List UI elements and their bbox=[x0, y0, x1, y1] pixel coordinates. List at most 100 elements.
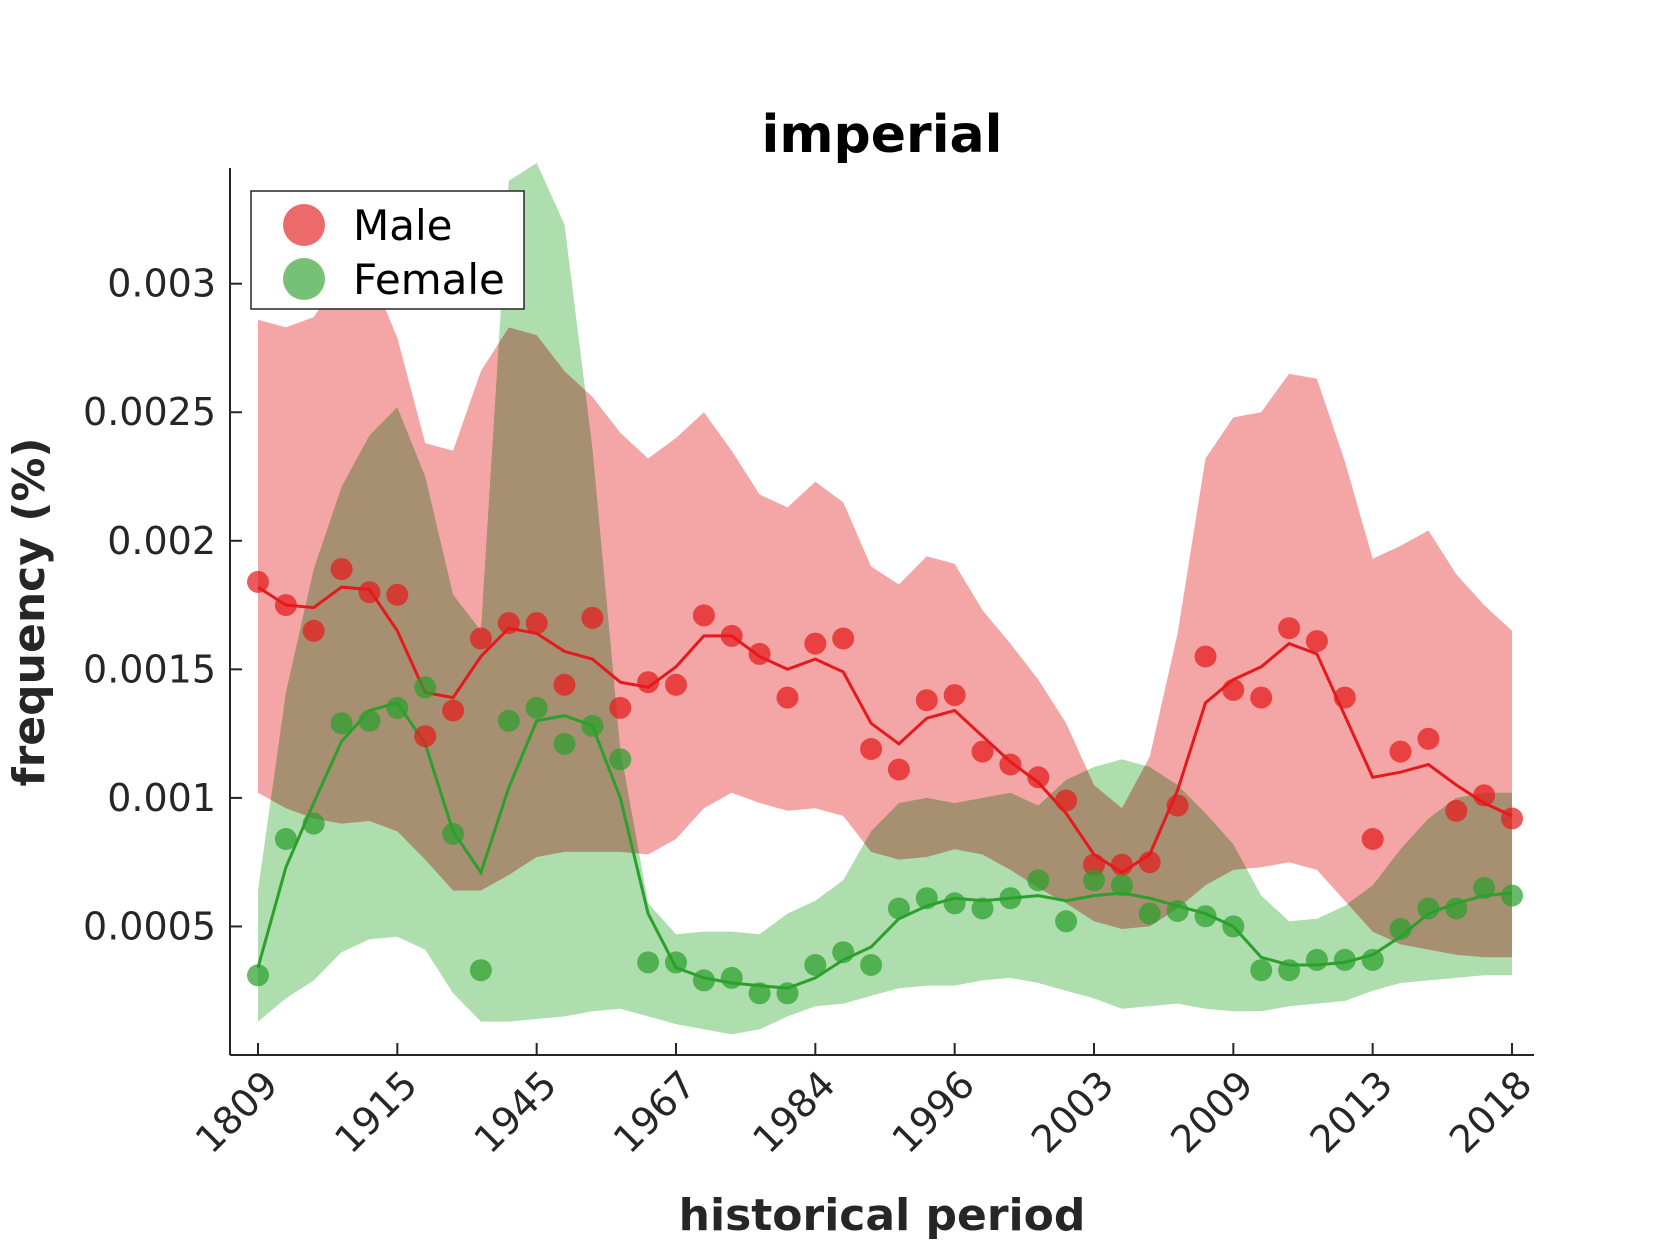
female-point bbox=[637, 951, 660, 974]
male-point bbox=[1333, 686, 1356, 709]
female-point bbox=[832, 941, 855, 964]
male-point bbox=[330, 558, 353, 581]
female-point bbox=[1250, 959, 1273, 982]
male-point bbox=[720, 624, 743, 647]
female-point bbox=[1110, 874, 1133, 897]
male-point bbox=[1417, 727, 1440, 750]
male-point bbox=[692, 604, 715, 627]
legend-label-female: Female bbox=[353, 255, 505, 304]
male-point bbox=[414, 725, 437, 748]
female-point bbox=[1417, 897, 1440, 920]
male-point bbox=[1501, 807, 1523, 830]
legend-label-male: Male bbox=[353, 201, 452, 250]
x-tick-label: 1915 bbox=[326, 1062, 426, 1162]
female-point bbox=[915, 887, 938, 910]
female-point bbox=[1333, 948, 1356, 971]
male-point bbox=[1194, 645, 1217, 668]
female-point bbox=[1027, 869, 1050, 892]
female-point bbox=[692, 969, 715, 992]
female-point bbox=[776, 982, 799, 1005]
x-tick-label: 1984 bbox=[744, 1062, 844, 1162]
female-point bbox=[525, 696, 548, 719]
female-point bbox=[1501, 884, 1523, 907]
female-point bbox=[748, 982, 771, 1005]
x-axis-label: historical period bbox=[679, 1190, 1086, 1241]
male-point bbox=[1138, 851, 1161, 874]
female-point bbox=[665, 951, 687, 974]
y-tick-label: 0.0005 bbox=[83, 904, 216, 948]
female-point bbox=[1361, 948, 1384, 971]
y-tick-label: 0.0025 bbox=[83, 390, 216, 434]
male-point bbox=[915, 689, 938, 712]
male-point bbox=[971, 740, 994, 763]
male-point bbox=[887, 758, 910, 781]
female-point bbox=[860, 954, 883, 976]
female-point bbox=[442, 822, 465, 845]
male-point bbox=[609, 696, 632, 719]
female-point bbox=[1166, 900, 1189, 922]
male-point bbox=[832, 627, 855, 650]
male-point bbox=[581, 606, 604, 629]
x-tick-label: 2003 bbox=[1023, 1062, 1123, 1162]
male-point bbox=[1222, 678, 1245, 701]
female-point bbox=[887, 897, 910, 920]
female-point bbox=[358, 709, 381, 732]
male-point bbox=[804, 632, 827, 655]
male-point bbox=[469, 627, 492, 650]
female-point bbox=[581, 714, 604, 737]
y-tick-label: 0.0015 bbox=[83, 647, 216, 691]
female-point bbox=[1305, 948, 1328, 971]
male-confidence-band bbox=[258, 270, 1512, 958]
male-point bbox=[1027, 766, 1050, 789]
male-trend-line bbox=[257, 585, 1513, 875]
male-point bbox=[776, 686, 799, 709]
male-point bbox=[665, 673, 687, 696]
male-point bbox=[386, 583, 409, 606]
male-point bbox=[748, 642, 771, 665]
y-ticks: 0.0005 0.001 0.0015 0.002 0.0025 0.003 bbox=[83, 262, 242, 948]
male-point bbox=[1278, 617, 1301, 640]
female-point bbox=[1389, 918, 1412, 940]
male-point bbox=[1473, 784, 1496, 807]
male-point bbox=[1083, 853, 1105, 876]
female-point bbox=[414, 676, 437, 699]
y-tick-label: 0.001 bbox=[107, 776, 216, 820]
male-point bbox=[1055, 789, 1078, 812]
female-point bbox=[330, 712, 353, 735]
female-point bbox=[553, 732, 576, 755]
female-point bbox=[469, 959, 492, 982]
x-tick-label: 2009 bbox=[1162, 1062, 1262, 1162]
y-tick-label: 0.002 bbox=[107, 519, 216, 563]
male-point bbox=[637, 671, 660, 694]
male-point bbox=[860, 738, 883, 760]
axes bbox=[229, 168, 1534, 1056]
y-tick-label: 0.003 bbox=[107, 262, 216, 306]
female-point bbox=[302, 812, 325, 835]
legend-marker-male bbox=[283, 204, 325, 246]
female-point bbox=[971, 897, 994, 920]
x-tick-label: 1809 bbox=[187, 1062, 287, 1162]
legend: Male Female bbox=[250, 190, 525, 310]
male-point bbox=[1166, 794, 1189, 817]
male-point bbox=[1389, 740, 1412, 763]
female-point bbox=[1278, 959, 1301, 982]
male-point bbox=[247, 570, 269, 593]
female-point bbox=[497, 709, 520, 732]
x-tick-label: 1967 bbox=[605, 1062, 705, 1162]
male-point bbox=[497, 612, 520, 635]
male-point bbox=[525, 612, 548, 635]
male-point bbox=[1305, 630, 1328, 653]
male-point bbox=[1250, 686, 1273, 709]
female-point bbox=[720, 966, 743, 989]
female-point bbox=[1473, 876, 1496, 899]
legend-marker-female bbox=[283, 258, 325, 300]
chart-title: imperial bbox=[762, 105, 1003, 165]
female-point bbox=[1138, 902, 1161, 925]
male-point bbox=[442, 699, 465, 722]
female-point bbox=[1055, 910, 1078, 933]
female-point bbox=[804, 954, 827, 976]
male-point bbox=[943, 684, 966, 707]
female-trend-line bbox=[256, 701, 1513, 990]
female-point bbox=[1445, 897, 1468, 920]
